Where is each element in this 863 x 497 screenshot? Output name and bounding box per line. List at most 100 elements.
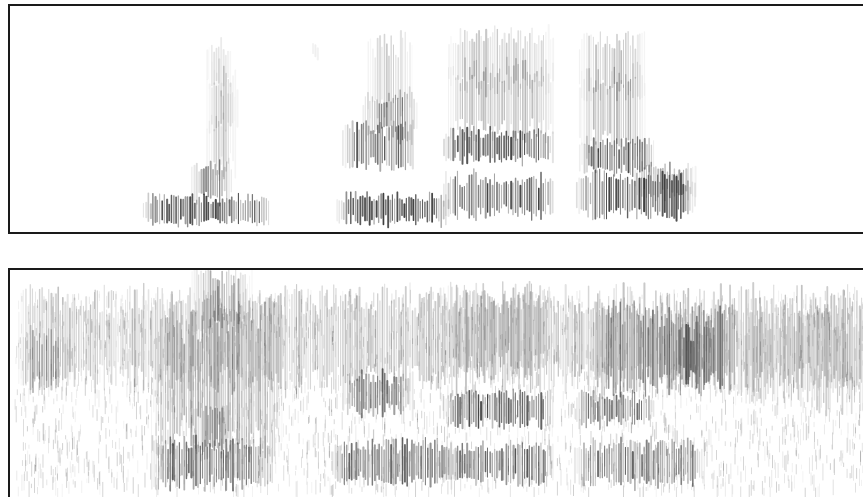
spectrogram-streak [743, 312, 745, 372]
spectrogram-streak [147, 192, 150, 222]
spectrogram-streak [597, 450, 600, 478]
spectrogram-streak [545, 59, 547, 144]
spectrogram-streak [540, 130, 542, 158]
noise-streak [157, 477, 159, 496]
noise-streak [288, 474, 290, 487]
spectrogram-streak [634, 48, 637, 79]
spectrogram-streak [583, 33, 585, 101]
noise-streak [165, 317, 166, 333]
noise-streak [334, 341, 336, 358]
noise-streak [393, 366, 395, 376]
spectrogram-streak [225, 312, 227, 443]
noise-streak [490, 375, 492, 388]
spectrogram-streak [182, 299, 184, 375]
noise-streak [327, 432, 329, 443]
noise-streak [174, 467, 176, 478]
noise-streak [306, 452, 308, 465]
noise-streak [517, 350, 519, 365]
noise-streak [593, 399, 595, 415]
noise-streak [570, 443, 572, 450]
noise-streak [133, 379, 135, 396]
noise-streak [556, 481, 558, 496]
spectrogram-streak [745, 289, 748, 388]
noise-streak [853, 380, 855, 387]
spectrogram-streak [140, 309, 143, 372]
noise-streak [54, 477, 56, 482]
spectrogram-streak [620, 50, 623, 84]
noise-streak [422, 434, 424, 449]
spectrogram-streak [622, 282, 625, 393]
spectrogram-streak [854, 286, 856, 396]
spectrogram-streak [475, 446, 477, 486]
noise-streak [721, 298, 723, 310]
noise-streak [208, 326, 210, 335]
noise-streak [466, 464, 468, 482]
noise-streak [26, 340, 28, 349]
spectrogram-streak [752, 281, 755, 393]
spectrogram-streak [455, 42, 457, 81]
noise-streak [28, 388, 30, 402]
spectrogram-streak [547, 135, 549, 160]
noise-streak [828, 408, 830, 422]
noise-streak [464, 309, 466, 324]
spectrogram-streak [240, 199, 242, 221]
noise-streak [593, 414, 595, 426]
noise-streak [420, 301, 422, 318]
noise-streak [122, 310, 124, 329]
noise-streak [476, 293, 478, 304]
noise-streak [732, 309, 734, 317]
noise-streak [304, 337, 306, 355]
noise-streak [147, 416, 149, 429]
noise-streak [485, 471, 487, 477]
noise-streak [765, 428, 767, 437]
noise-streak [30, 483, 32, 489]
noise-streak [847, 422, 849, 434]
noise-streak [209, 349, 211, 365]
noise-streak [648, 329, 650, 336]
noise-streak [840, 450, 842, 461]
spectrogram-streak [384, 283, 386, 391]
noise-streak [88, 337, 90, 346]
noise-streak [263, 332, 265, 346]
noise-streak [344, 309, 346, 319]
noise-streak [502, 378, 504, 387]
noise-streak [335, 294, 337, 311]
noise-streak [778, 290, 780, 302]
noise-streak [737, 391, 739, 396]
clean-spectrogram [142, 24, 697, 229]
noise-streak [463, 340, 465, 352]
noise-streak [22, 419, 24, 437]
noise-streak [412, 338, 414, 344]
spectrogram-streak [397, 57, 399, 100]
noise-streak [601, 431, 603, 450]
noise-streak [140, 324, 141, 333]
noise-streak [594, 452, 596, 462]
noise-streak [374, 363, 375, 372]
spectrogram-streak [790, 313, 792, 407]
noise-streak [98, 325, 100, 341]
noise-streak [76, 444, 78, 462]
noise-streak [623, 420, 625, 429]
noise-streak [597, 381, 599, 393]
noise-streak [61, 314, 63, 329]
noise-streak [274, 292, 276, 307]
noise-streak [454, 472, 456, 477]
noise-streak [595, 472, 597, 479]
spectrogram-streak [383, 449, 386, 484]
noise-streak [782, 308, 784, 316]
noise-streak [692, 441, 694, 457]
spectrogram-streak [550, 300, 552, 381]
noise-streak [115, 406, 117, 424]
noise-streak [752, 485, 754, 490]
noise-streak [602, 426, 604, 432]
spectrogram-streak [362, 446, 365, 478]
noise-streak [663, 412, 665, 426]
spectrogram-streak [401, 437, 404, 485]
spectrogram-streak [420, 445, 423, 480]
noise-streak [234, 397, 236, 408]
noise-streak [239, 423, 241, 429]
spectrogram-streak [176, 445, 178, 487]
spectrogram-streak [608, 177, 611, 212]
noise-streak [734, 314, 735, 330]
noise-streak [189, 407, 191, 425]
